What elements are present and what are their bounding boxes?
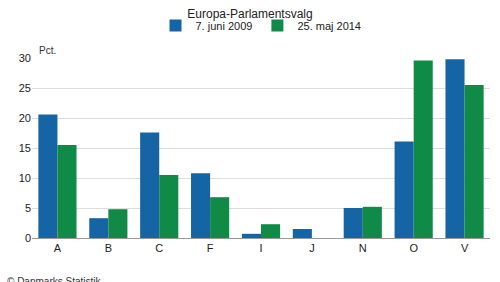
svg-text:C: C bbox=[155, 242, 163, 254]
svg-text:Europa-Parlamentsvalg: Europa-Parlamentsvalg bbox=[187, 7, 312, 21]
svg-text:25: 25 bbox=[19, 82, 31, 94]
svg-text:30: 30 bbox=[19, 52, 31, 64]
svg-text:© Danmarks Statistik: © Danmarks Statistik bbox=[7, 276, 102, 282]
svg-text:25. maj 2014: 25. maj 2014 bbox=[297, 20, 361, 32]
svg-text:B: B bbox=[105, 242, 112, 254]
svg-text:J: J bbox=[309, 242, 315, 254]
svg-text:10: 10 bbox=[19, 172, 31, 184]
svg-text:15: 15 bbox=[19, 142, 31, 154]
svg-text:20: 20 bbox=[19, 112, 31, 124]
svg-text:F: F bbox=[207, 242, 214, 254]
svg-text:A: A bbox=[54, 242, 62, 254]
svg-text:N: N bbox=[359, 242, 367, 254]
svg-text:I: I bbox=[259, 242, 262, 254]
svg-text:5: 5 bbox=[25, 202, 31, 214]
svg-text:7. juni 2009: 7. juni 2009 bbox=[196, 20, 253, 32]
svg-text:V: V bbox=[461, 242, 469, 254]
svg-text:O: O bbox=[409, 242, 418, 254]
svg-text:0: 0 bbox=[25, 232, 31, 244]
svg-text:Pct.: Pct. bbox=[39, 45, 56, 56]
